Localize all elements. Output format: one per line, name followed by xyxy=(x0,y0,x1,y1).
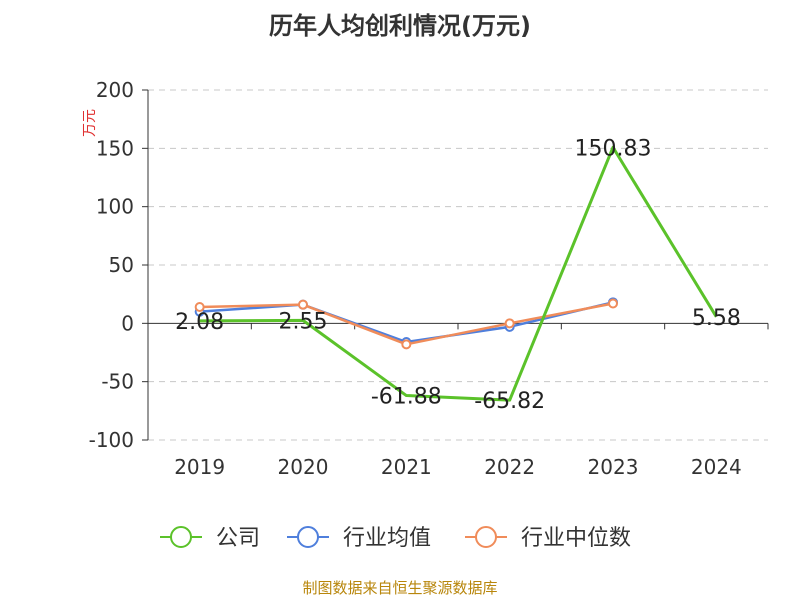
x-tick-label: 2022 xyxy=(484,455,535,479)
y-tick-label: 150 xyxy=(96,136,134,160)
legend-circle-icon xyxy=(475,526,497,548)
y-tick-label: 100 xyxy=(96,195,134,219)
legend-item[interactable]: 行业均值 xyxy=(287,526,431,551)
legend-label: 公司 xyxy=(216,526,260,551)
x-tick-label: 2023 xyxy=(588,455,639,479)
legend-circle-icon xyxy=(170,526,192,548)
legend-item[interactable]: 行业中位数 xyxy=(465,526,631,551)
data-label: 150.83 xyxy=(575,136,652,161)
y-tick-label: 200 xyxy=(96,78,134,102)
data-label: -65.82 xyxy=(474,389,545,414)
data-point xyxy=(401,339,412,350)
series-line xyxy=(199,301,614,344)
data-point xyxy=(194,302,205,312)
x-tick-label: 2021 xyxy=(381,455,432,479)
x-tick-label: 2020 xyxy=(278,455,329,479)
y-axis-ticks: -100 -50 0 50 100 150 200 xyxy=(89,78,149,452)
legend-circle-icon xyxy=(297,526,319,548)
legend[interactable]: 公司 行业均值 行业中位数 xyxy=(160,526,631,551)
series-lines xyxy=(194,145,718,402)
data-labels: 2.08 2.55 -61.88 -65.82 150.83 5.58 xyxy=(175,136,741,414)
legend-item[interactable]: 公司 xyxy=(160,526,260,551)
data-label: 2.55 xyxy=(279,309,328,334)
y-tick-label: 0 xyxy=(121,311,134,335)
data-label: 5.58 xyxy=(692,306,741,331)
data-point xyxy=(504,318,515,329)
data-point xyxy=(608,298,618,309)
chart-title: 历年人均创利情况(万元) xyxy=(269,12,531,40)
data-label: -61.88 xyxy=(371,385,442,410)
legend-label: 行业均值 xyxy=(343,526,431,551)
gridlines xyxy=(148,89,768,441)
legend-label: 行业中位数 xyxy=(521,526,631,551)
y-tick-label: -50 xyxy=(101,370,134,394)
data-label: 2.08 xyxy=(175,310,224,335)
source-note: 制图数据来自恒生聚源数据库 xyxy=(302,579,498,597)
x-tick-label: 2019 xyxy=(174,455,225,479)
y-tick-label: -100 xyxy=(89,428,134,452)
x-tick-label: 2024 xyxy=(691,455,742,479)
y-tick-label: 50 xyxy=(109,253,134,277)
series-line xyxy=(199,145,718,402)
x-axis: 2019 2020 2021 2022 2023 2024 xyxy=(147,322,769,479)
data-point xyxy=(298,299,308,310)
y-axis-label: 万元 xyxy=(82,109,98,137)
